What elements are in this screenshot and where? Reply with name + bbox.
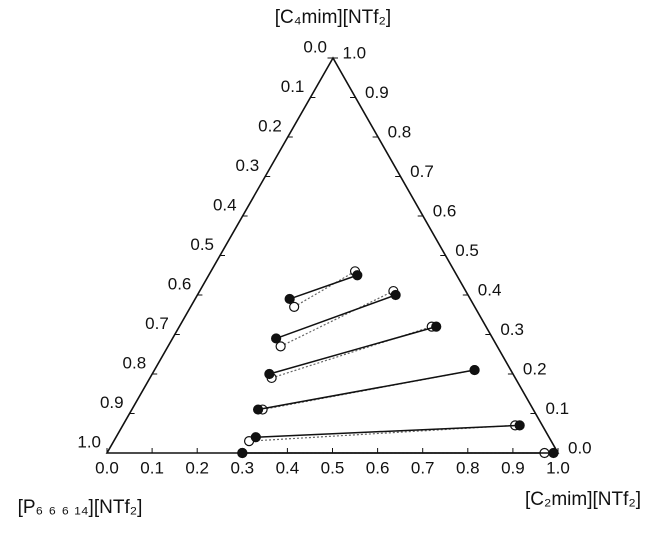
right-tick-label: 0.4 bbox=[478, 280, 502, 299]
right-tick-label: 0.3 bbox=[500, 320, 524, 339]
bottom-tick-label: 0.9 bbox=[501, 458, 525, 477]
bottom-tick-label: 0.4 bbox=[276, 458, 300, 477]
bottom-tick-label: 0.6 bbox=[366, 458, 390, 477]
left-tick-label: 0.3 bbox=[236, 156, 260, 175]
right-label: [C₂mim][NTf₂] bbox=[525, 489, 641, 510]
calculated-tie-line bbox=[293, 270, 356, 308]
calculated-tie-line bbox=[280, 290, 394, 347]
experimental-point bbox=[390, 289, 401, 301]
left-tick-label: 0.7 bbox=[145, 314, 169, 333]
left-tick-label: 0.0 bbox=[303, 37, 327, 56]
bottom-tick-label: 0.2 bbox=[185, 458, 209, 477]
experimental-point bbox=[237, 447, 248, 459]
left-tick-label: 0.5 bbox=[190, 235, 214, 254]
experimental-point bbox=[469, 364, 480, 376]
experimental-point bbox=[514, 420, 525, 431]
experimental-point bbox=[250, 432, 261, 443]
calculated-tie-line bbox=[249, 424, 516, 442]
experimental-point bbox=[264, 368, 275, 380]
bottom-tick-label: 0.0 bbox=[95, 458, 119, 477]
right-tick-label: 0.0 bbox=[568, 438, 592, 457]
top-label: [C₄mim][NTf₂] bbox=[275, 7, 391, 28]
experimental-point bbox=[252, 404, 264, 415]
left-tick-label: 0.6 bbox=[168, 274, 192, 293]
left-tick-label: 0.8 bbox=[123, 353, 147, 372]
experimental-tie-line bbox=[275, 294, 396, 340]
experimental-tie-line bbox=[255, 424, 520, 438]
experimental-point bbox=[284, 293, 295, 305]
left-tick-label: 0.9 bbox=[100, 393, 124, 412]
experimental-tie-line bbox=[269, 325, 437, 375]
right-tick-label: 0.7 bbox=[410, 162, 434, 181]
left-tick-label: 0.2 bbox=[258, 116, 282, 135]
left-label: [P₆ ₆ ₆ ₁₄][NTf₂] bbox=[18, 497, 143, 518]
bottom-tick-label: 0.8 bbox=[456, 458, 480, 477]
right-tick-label: 0.5 bbox=[455, 241, 479, 260]
bottom-tick-label: 0.3 bbox=[230, 458, 254, 477]
calculated-point bbox=[275, 341, 286, 352]
calculated-point bbox=[289, 301, 300, 312]
left-tick-label: 0.4 bbox=[213, 195, 237, 214]
experimental-point bbox=[548, 447, 559, 459]
triangle bbox=[105, 56, 560, 454]
right-tick-label: 0.9 bbox=[365, 83, 389, 102]
bottom-tick-label: 0.1 bbox=[140, 458, 164, 477]
experimental-point bbox=[271, 333, 282, 344]
right-tick-label: 0.1 bbox=[545, 399, 569, 418]
right-tick-label: 0.6 bbox=[433, 201, 457, 220]
bottom-tick-label: 0.7 bbox=[411, 458, 435, 477]
experimental-point bbox=[352, 270, 363, 281]
right-tick-label: 0.8 bbox=[388, 122, 412, 141]
right-tick-label: 0.2 bbox=[523, 359, 547, 378]
experimental-tie-line bbox=[289, 274, 358, 300]
experimental-tie-line bbox=[257, 369, 475, 411]
left-tick-label: 0.1 bbox=[281, 77, 305, 96]
bottom-tick-label: 1.0 bbox=[546, 458, 570, 477]
experimental-point bbox=[431, 321, 442, 332]
left-tick-label: 1.0 bbox=[77, 432, 101, 451]
bottom-tick-label: 0.5 bbox=[321, 458, 345, 477]
right-tick-label: 1.0 bbox=[343, 43, 367, 62]
